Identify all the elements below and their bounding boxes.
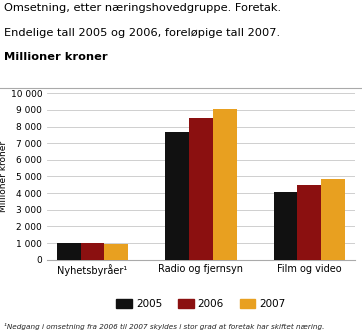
Text: ¹Nedgang i omsetning fra 2006 til 2007 skyldes i stor grad at foretak har skifte: ¹Nedgang i omsetning fra 2006 til 2007 s…	[4, 323, 324, 330]
Legend: 2005, 2006, 2007: 2005, 2006, 2007	[112, 295, 290, 313]
Bar	[165, 132, 189, 260]
Text: Omsetning, etter næringshovedgruppe. Foretak.: Omsetning, etter næringshovedgruppe. For…	[4, 3, 281, 13]
Bar	[57, 243, 81, 260]
Bar	[81, 243, 105, 260]
Bar	[297, 185, 321, 260]
Bar	[274, 192, 297, 260]
Bar	[105, 244, 128, 260]
Y-axis label: Millioner kroner: Millioner kroner	[0, 141, 8, 212]
Text: Millioner kroner: Millioner kroner	[4, 52, 107, 62]
Bar	[213, 109, 237, 260]
Bar	[189, 118, 213, 260]
Text: Endelige tall 2005 og 2006, foreløpige tall 2007.: Endelige tall 2005 og 2006, foreløpige t…	[4, 28, 280, 38]
Bar	[321, 179, 345, 260]
